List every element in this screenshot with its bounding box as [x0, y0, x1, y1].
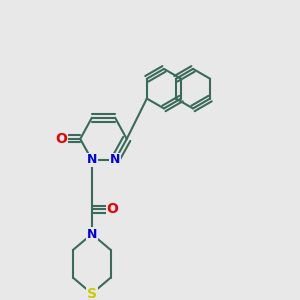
Text: N: N: [87, 153, 97, 167]
Text: N: N: [110, 153, 120, 167]
Text: O: O: [56, 132, 67, 146]
Text: N: N: [87, 227, 97, 241]
Text: O: O: [106, 202, 118, 216]
Text: S: S: [87, 286, 97, 300]
